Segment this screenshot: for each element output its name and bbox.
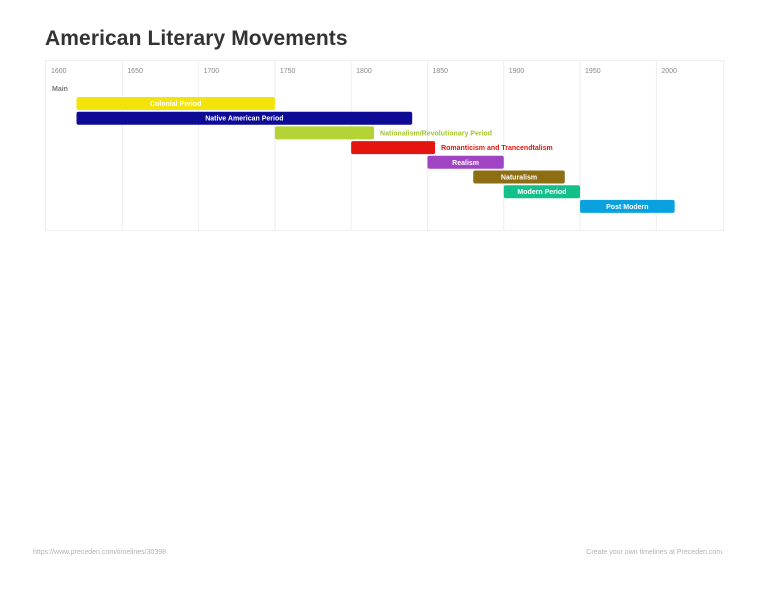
timeline-event[interactable]: Naturalism [473, 170, 565, 184]
preceden-promo[interactable]: Create your own timelines at Preceden.co… [586, 549, 724, 556]
event-bar[interactable] [427, 155, 504, 169]
event-label: Realism [452, 160, 479, 167]
event-bar[interactable] [503, 185, 581, 199]
tick-label: 1850 [432, 68, 448, 75]
timeline-event[interactable]: Realism [427, 155, 504, 169]
event-bar[interactable] [274, 126, 375, 140]
timeline-event[interactable]: Modern Period [503, 185, 581, 199]
timeline-event[interactable]: Nationalism/Revolutionary Period [274, 126, 492, 140]
layer-label: Main [52, 86, 68, 93]
event-label: Colonial Period [150, 101, 201, 108]
event-label: Modern Period [517, 189, 566, 196]
event-bar[interactable] [76, 97, 275, 110]
timeline-event[interactable]: Native American Period [76, 111, 413, 125]
timeline-event[interactable]: Romanticism and Trancendtalism [351, 141, 553, 155]
event-label: Naturalism [501, 175, 537, 182]
event-bar[interactable] [580, 199, 675, 213]
tick-label: 1750 [280, 68, 296, 75]
event-bar[interactable] [76, 111, 413, 125]
page-title: American Literary Movements [45, 27, 348, 50]
timeline-chart: 1600 1650 1700 1750 1800 1850 1900 1950 2000 Mai… [45, 60, 724, 231]
event-bar[interactable] [351, 141, 436, 155]
event-label: Nationalism/Revolutionary Period [380, 130, 492, 137]
event-label: Post Modern [606, 204, 648, 211]
tick-label: 1700 [204, 68, 220, 75]
tick-label: 1650 [127, 68, 143, 75]
timeline-event[interactable]: Post Modern [580, 199, 675, 213]
timeline-url[interactable]: https://www.preceden.com/timelines/30398 [33, 549, 167, 556]
event-label: Native American Period [205, 116, 283, 123]
tick-labels: 1600 1650 1700 1750 1800 1850 1900 1950 2000 [51, 68, 677, 75]
timeline-event[interactable]: Colonial Period [76, 97, 275, 110]
event-label: Romanticism and Trancendtalism [441, 145, 553, 152]
tick-label: 1950 [585, 68, 601, 75]
event-bar[interactable] [473, 170, 565, 184]
tick-label: 2000 [661, 68, 677, 75]
tick-label: 1800 [356, 68, 372, 75]
timeline-events: Colonial Period Native American Period Nat… [76, 97, 675, 213]
tick-label: 1900 [509, 68, 525, 75]
tick-label: 1600 [51, 68, 67, 75]
